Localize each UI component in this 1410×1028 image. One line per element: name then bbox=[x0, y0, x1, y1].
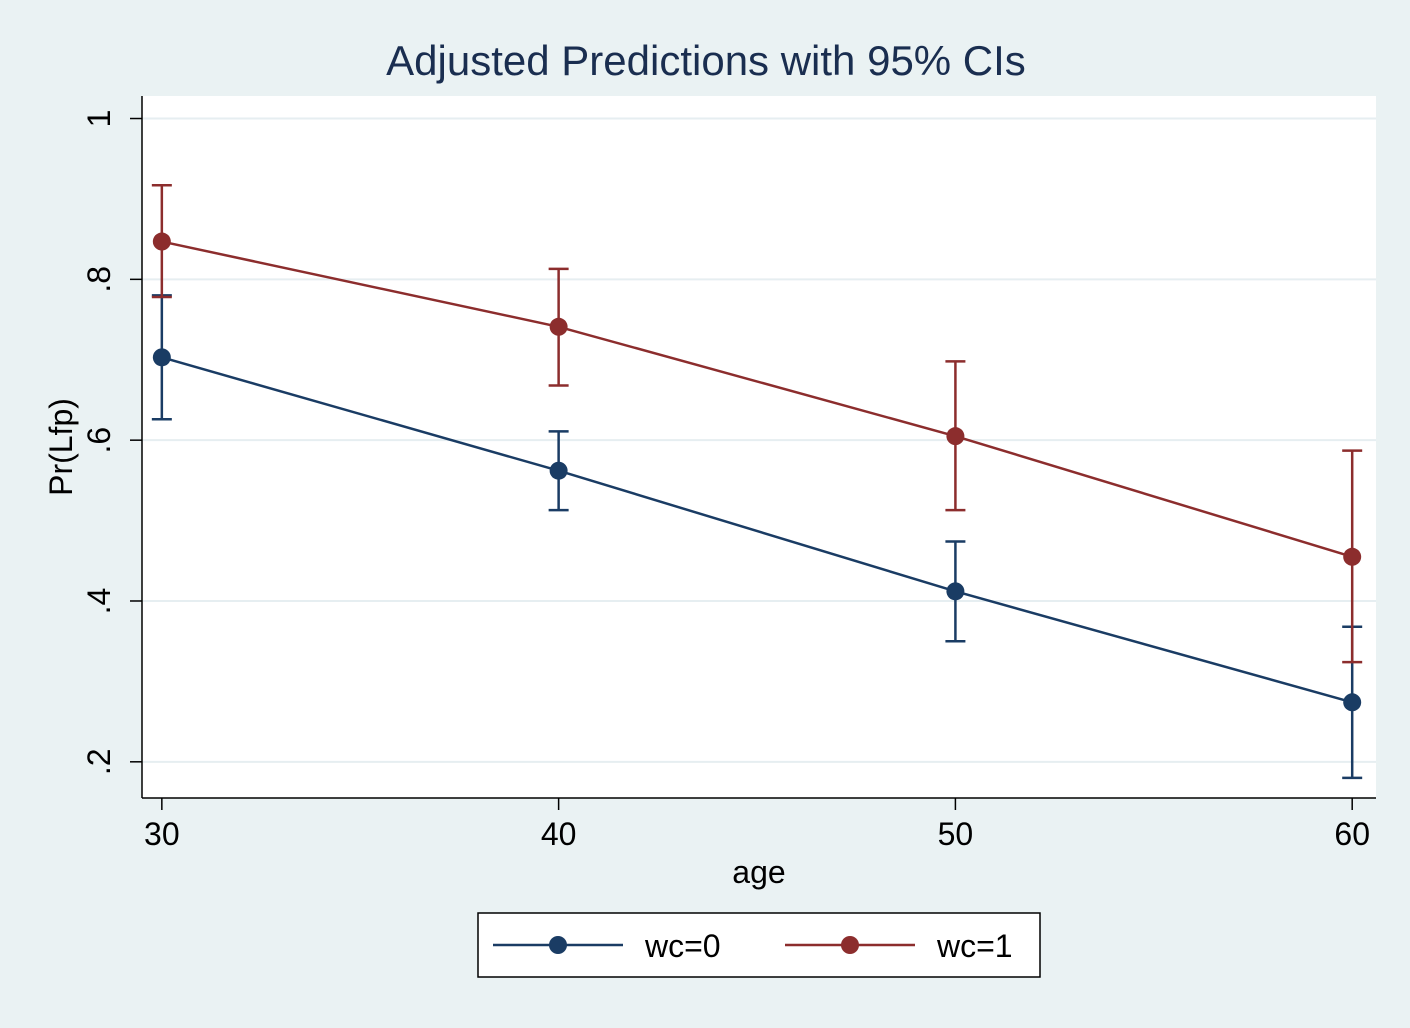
y-tick-label: .4 bbox=[81, 588, 117, 615]
legend-entry: wc=1 bbox=[785, 928, 1013, 964]
y-tick-label: .6 bbox=[81, 427, 117, 454]
legend-label: wc=1 bbox=[936, 928, 1013, 964]
data-point bbox=[1343, 693, 1362, 712]
series-1 bbox=[151, 294, 1363, 780]
series-line bbox=[161, 356, 1353, 704]
series-layer bbox=[151, 184, 1363, 780]
y-ticks: .2 .4 .6 .8 1 bbox=[81, 110, 142, 775]
y-axis-label: Pr(Lfp) bbox=[43, 398, 79, 496]
x-tick-label: 50 bbox=[938, 816, 974, 852]
x-ticks: 30 40 50 60 bbox=[144, 798, 1370, 852]
x-axis-label: age bbox=[732, 854, 785, 890]
legend-label: wc=0 bbox=[644, 928, 721, 964]
grid-lines bbox=[142, 117, 1376, 763]
data-point bbox=[946, 582, 965, 601]
data-point bbox=[152, 348, 171, 367]
x-tick-label: 30 bbox=[144, 816, 180, 852]
legend-marker bbox=[841, 936, 859, 954]
chart-title: Adjusted Predictions with 95% CIs bbox=[386, 37, 1026, 84]
data-point bbox=[946, 427, 965, 446]
data-point bbox=[549, 317, 568, 336]
legend-marker bbox=[549, 936, 567, 954]
series-line bbox=[161, 240, 1353, 558]
data-point bbox=[549, 461, 568, 480]
legend-entry: wc=0 bbox=[493, 928, 721, 964]
y-tick-label: 1 bbox=[81, 110, 117, 128]
series-2 bbox=[151, 184, 1363, 664]
y-tick-label: .8 bbox=[81, 266, 117, 293]
data-point bbox=[1343, 547, 1362, 566]
plot-area bbox=[142, 96, 1376, 798]
legend: wc=0 wc=1 bbox=[477, 912, 1041, 978]
x-tick-label: 40 bbox=[541, 816, 577, 852]
x-tick-label: 60 bbox=[1334, 816, 1370, 852]
data-point bbox=[152, 232, 171, 251]
y-tick-label: .2 bbox=[81, 748, 117, 775]
axes bbox=[141, 96, 1376, 799]
